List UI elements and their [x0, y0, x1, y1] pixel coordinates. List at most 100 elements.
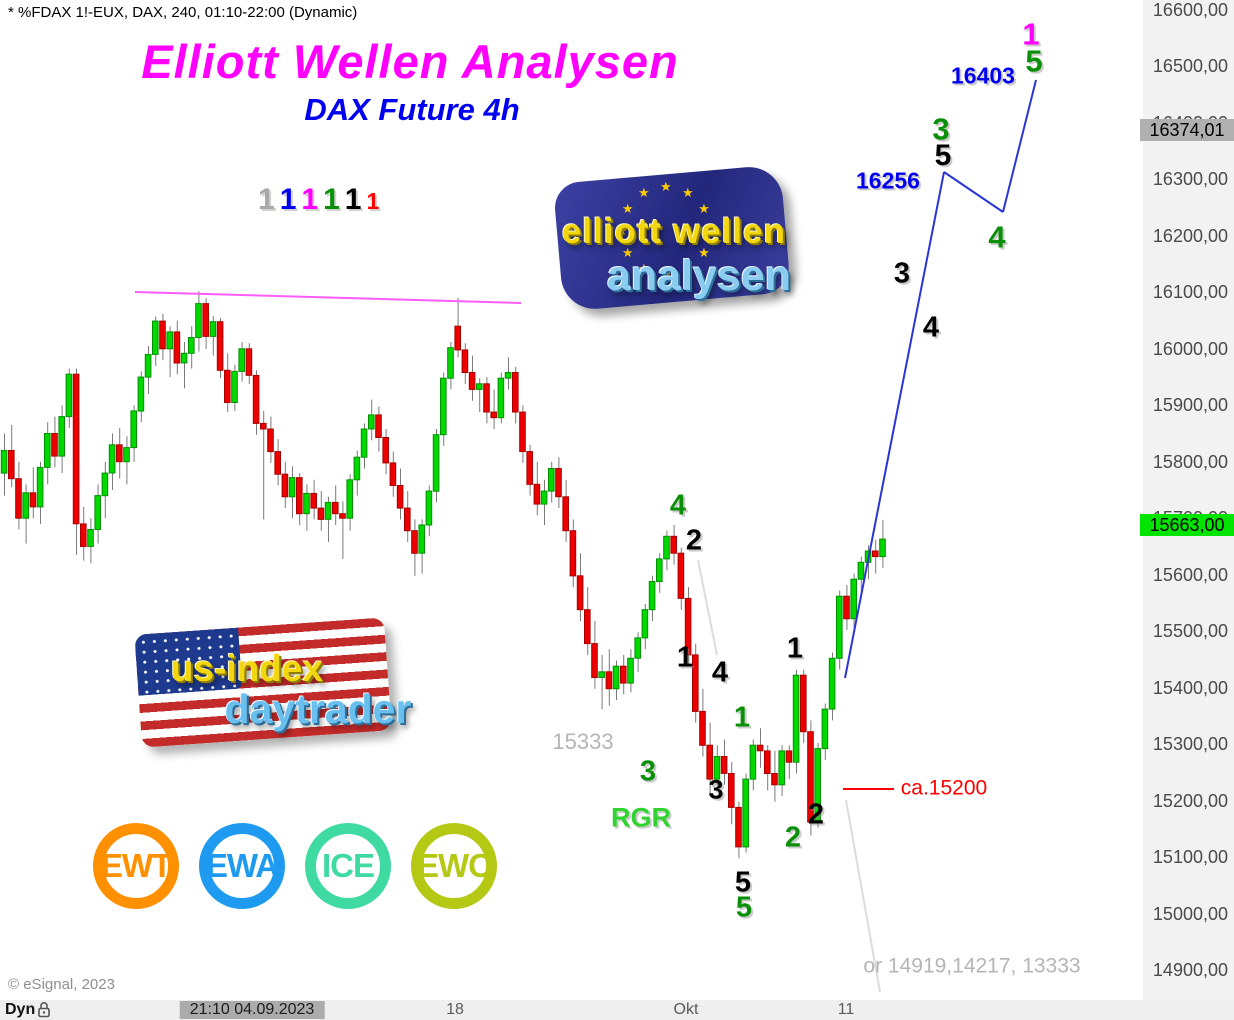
candle-down [576, 575, 584, 611]
candle-down [281, 473, 289, 498]
candle-down [670, 535, 678, 554]
candle-up [497, 377, 505, 419]
y-axis-label: 15600,00 [1152, 564, 1228, 585]
candle-down [872, 550, 879, 558]
candle-down [519, 411, 526, 453]
eu-star-icon: ★ [660, 267, 672, 282]
candle-up [166, 331, 173, 350]
dyn-mode-label[interactable]: Dyn [5, 1001, 36, 1018]
time-axis[interactable]: 21:10 04.09.2023 18 Okt 11 [0, 1000, 1234, 1020]
candle-up [108, 444, 116, 474]
candle-down [735, 806, 742, 848]
y-axis-label: 16100,00 [1152, 282, 1228, 303]
eu-star-icon: ★ [638, 261, 650, 277]
candle-down [245, 348, 253, 376]
trend-line[interactable] [844, 171, 945, 679]
candle-down [396, 485, 404, 509]
candle-up [58, 416, 66, 457]
eu-star-icon: ★ [660, 179, 672, 194]
candle-down [72, 373, 80, 525]
eu-star-icon: ★ [698, 245, 710, 260]
candle-up [324, 501, 332, 520]
candle-down [389, 462, 397, 486]
candle-down [843, 595, 850, 620]
trend-line[interactable] [697, 559, 718, 656]
candle-down [224, 369, 231, 403]
candle-up [137, 376, 145, 412]
candle-up [634, 637, 642, 659]
eu-star-icon: ★ [638, 184, 650, 200]
candle-down [677, 552, 685, 599]
candle-up [231, 370, 238, 403]
candle-down [202, 303, 209, 337]
lock-icon[interactable] [37, 1001, 51, 1020]
candle-down [562, 496, 570, 532]
x-axis-label: 11 [837, 1001, 855, 1018]
eu-logo-line2: analysen [606, 252, 792, 300]
candle-down [807, 731, 814, 823]
trend-line[interactable] [1002, 79, 1037, 213]
candle-down [260, 422, 267, 430]
candle-up [432, 434, 440, 492]
candle-up [648, 581, 656, 611]
candle-down [404, 507, 411, 532]
candle-up [836, 595, 843, 659]
candle-up [101, 472, 109, 497]
candle-down [526, 451, 534, 485]
page-subtitle: DAX Future 4h [304, 92, 520, 127]
candle-up [879, 538, 886, 558]
price-axis[interactable]: 16600,0016500,0016400,0016300,0016200,00… [1140, 0, 1234, 1020]
badge-ewc: EWC [411, 823, 497, 909]
candle-up [850, 578, 858, 620]
candle-down [533, 483, 541, 505]
trend-line[interactable] [845, 799, 881, 993]
candle-up [130, 410, 137, 449]
x-axis-label: Okt [673, 1001, 699, 1018]
candle-up [447, 347, 454, 379]
y-axis-label: 16500,00 [1152, 56, 1228, 77]
y-axis-label: 15000,00 [1152, 903, 1228, 924]
candle-up [87, 529, 94, 547]
candlestick-chart[interactable] [0, 0, 1140, 1000]
candle-up [627, 657, 634, 684]
candle-up [663, 535, 670, 560]
eu-star-icon: ★ [698, 201, 710, 216]
y-axis-label: 15300,00 [1152, 734, 1228, 755]
eu-star-icon: ★ [682, 184, 694, 200]
wave-degree-label-4: 1 [344, 183, 362, 216]
candle-down [728, 773, 735, 808]
candle-down [461, 349, 469, 373]
candle-up [303, 492, 310, 515]
candle-up [778, 750, 786, 786]
candle-down [706, 744, 714, 780]
candle-down [252, 374, 260, 424]
candle-down [764, 750, 771, 775]
y-axis-label: 16300,00 [1152, 169, 1228, 190]
price-tag-secondary: 16374,01 [1140, 119, 1234, 141]
candle-up [360, 428, 368, 458]
y-axis-label: 16600,00 [1152, 0, 1228, 20]
service-badges: EWT EWA ICE EWC [93, 823, 497, 909]
candle-down [555, 468, 562, 498]
candle-up [209, 321, 217, 337]
trend-line[interactable] [943, 171, 1004, 213]
candle-up [22, 492, 29, 519]
candle-down [699, 710, 706, 746]
candle-down [332, 501, 339, 515]
candle-down [317, 507, 325, 520]
candle-down [116, 444, 123, 463]
candle-up [749, 744, 757, 780]
eu-star-icon: ★ [704, 223, 716, 238]
candle-up [540, 490, 548, 505]
trend-line[interactable] [134, 291, 522, 304]
y-axis-label: 14900,00 [1152, 959, 1228, 980]
candle-up [65, 373, 73, 418]
candle-down [591, 643, 598, 678]
candle-up [144, 354, 152, 378]
candle-down [51, 433, 58, 457]
candle-up [195, 303, 202, 339]
elliott-wellen-analysen-logo: ★ ★ ★ ★ ★ ★ ★ ★ ★ ★ ★ ★ elliott wellen analysen [538, 164, 810, 330]
y-axis-label: 15800,00 [1152, 451, 1228, 472]
candle-down [159, 320, 166, 350]
